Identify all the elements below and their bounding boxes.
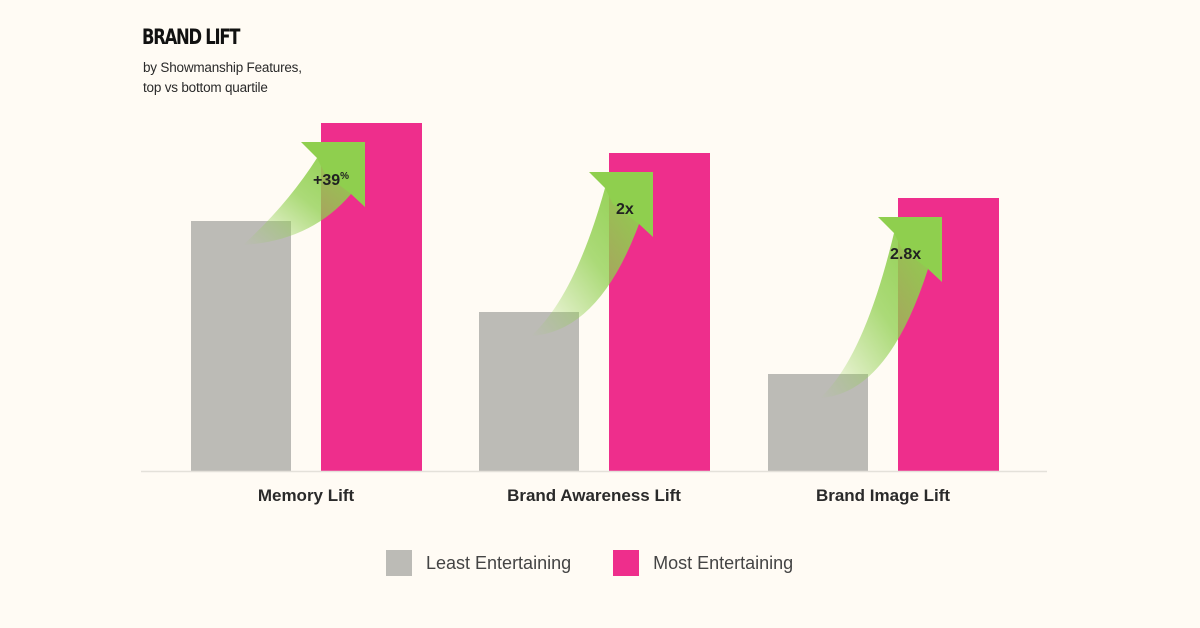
bars-group: [191, 123, 999, 471]
x-label-2: Brand Awareness Lift: [507, 486, 681, 505]
x-label-3: Brand Image Lift: [815, 486, 951, 505]
legend-label-most: Most Entertaining: [653, 552, 794, 573]
growth-arrow-body-3: [820, 233, 928, 398]
arrow-annotation-2: 2x: [616, 201, 634, 219]
bar-least-3: [768, 374, 868, 471]
legend-swatch-most: [613, 550, 640, 576]
annotation-value: 2x: [616, 201, 634, 218]
bar-least-2: [479, 312, 579, 471]
legend-item-least: Least Entertaining: [386, 550, 571, 576]
growth-arrow-body-2: [531, 188, 639, 336]
legend-item-most: Most Entertaining: [613, 550, 793, 576]
legend-label-least: Least Entertaining: [426, 552, 572, 573]
annotation-suffix: %: [340, 171, 350, 182]
growth-arrow-body-1: [243, 158, 351, 245]
annotation-value: 2.8x: [890, 246, 922, 263]
chart-title: BRAND LIFT: [142, 25, 240, 49]
annotation-value: +39: [313, 172, 341, 189]
arrow-annotation-3: 2.8x: [890, 246, 921, 264]
growth-arrow-icon-2: [589, 172, 653, 237]
chart-subtitle: by Showmanship Features, top vs bottom q…: [143, 58, 302, 98]
legend-swatch-least: [386, 550, 412, 576]
subtitle-line-1: by Showmanship Features,: [143, 60, 302, 75]
legend: Least Entertaining Most Entertaining: [386, 550, 835, 576]
arrows-group: [243, 142, 942, 398]
bar-least-1: [191, 221, 291, 471]
x-label-1: Memory Lift: [257, 486, 355, 505]
growth-arrow-icon-3: [878, 217, 942, 282]
arrow-annotation-1: +39%: [313, 171, 349, 190]
subtitle-line-2: top vs bottom quartile: [143, 80, 268, 95]
growth-arrow-icon-1: [301, 142, 365, 207]
